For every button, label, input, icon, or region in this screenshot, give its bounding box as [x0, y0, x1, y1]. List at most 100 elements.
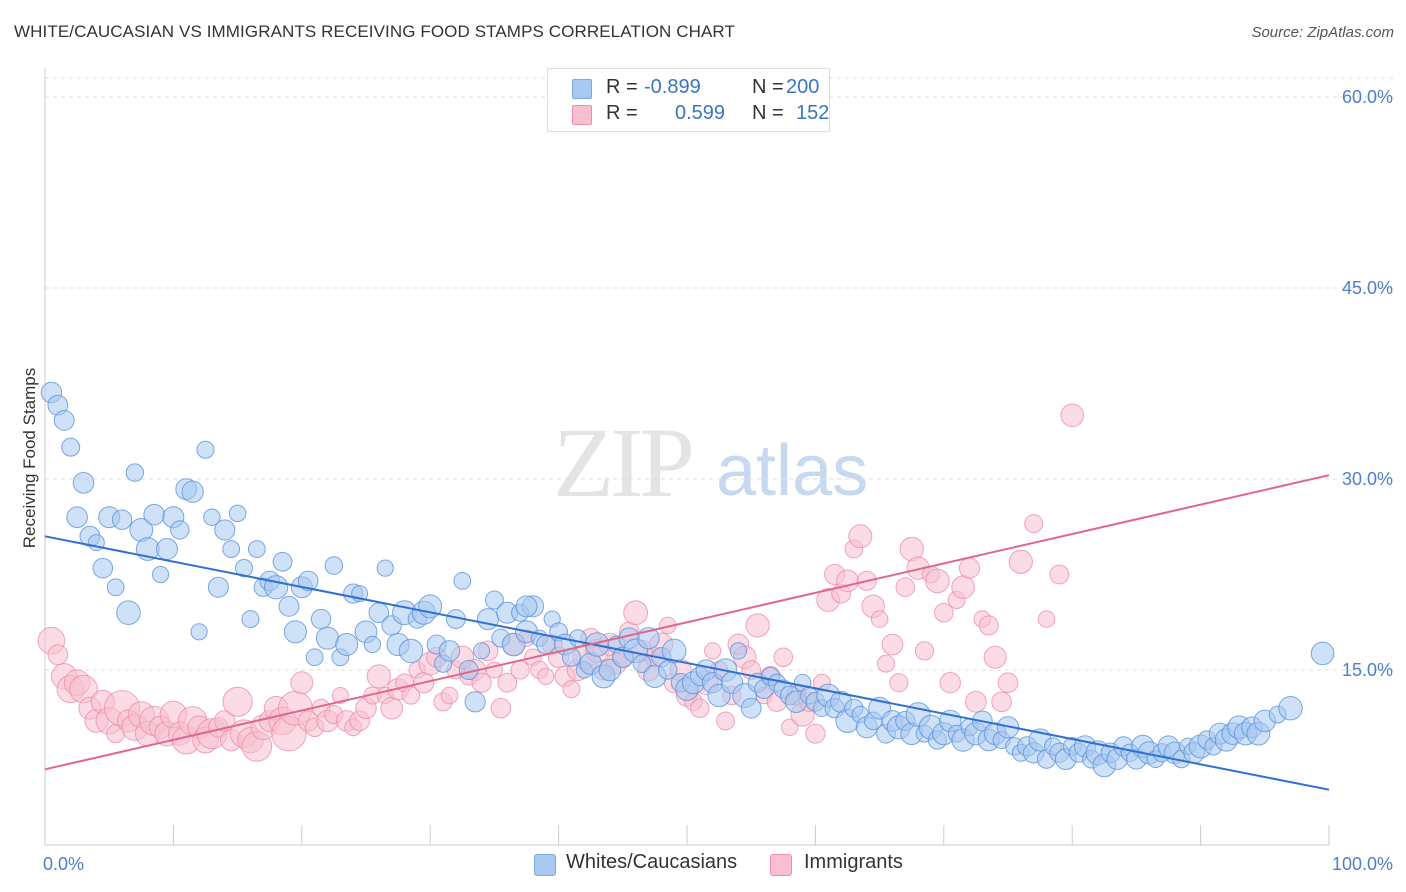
- point-whites: [515, 595, 538, 618]
- legend-n-value: 152: [796, 102, 830, 124]
- point-whites: [305, 648, 324, 667]
- point-whites: [398, 638, 424, 664]
- legend-r-label: R =: [606, 102, 638, 124]
- point-whites: [568, 629, 587, 648]
- point-whites: [1310, 641, 1335, 666]
- point-whites: [661, 638, 687, 664]
- point-immigrants: [925, 568, 950, 594]
- point-immigrants: [1008, 549, 1033, 574]
- point-immigrants: [781, 718, 799, 736]
- y-tick-label: 60.0%: [1342, 87, 1393, 107]
- point-immigrants: [1024, 514, 1044, 534]
- point-immigrants: [1049, 564, 1070, 585]
- point-whites: [151, 565, 170, 584]
- point-whites: [473, 642, 491, 660]
- point-whites: [72, 472, 95, 494]
- point-whites: [92, 557, 114, 579]
- point-whites: [241, 610, 260, 629]
- point-whites: [214, 519, 236, 541]
- point-whites: [376, 559, 394, 577]
- point-whites: [335, 633, 359, 657]
- point-whites: [111, 509, 133, 530]
- point-immigrants: [965, 690, 987, 713]
- point-immigrants: [623, 600, 649, 626]
- point-whites: [66, 506, 88, 529]
- trend-line-whites: [44, 535, 1330, 791]
- point-immigrants: [870, 610, 889, 628]
- chart-title: WHITE/CAUCASIAN VS IMMIGRANTS RECEIVING …: [14, 22, 735, 41]
- point-whites: [155, 538, 178, 561]
- point-whites: [143, 503, 165, 526]
- point-immigrants: [997, 672, 1019, 694]
- point-immigrants: [716, 711, 735, 731]
- trend-line-immigrants: [44, 474, 1330, 771]
- point-immigrants: [745, 613, 770, 638]
- point-whites: [181, 480, 204, 503]
- point-whites: [453, 571, 472, 590]
- y-tick-label: 15.0%: [1342, 660, 1393, 680]
- point-immigrants: [951, 575, 975, 600]
- y-tick-label: 45.0%: [1342, 278, 1393, 298]
- point-immigrants: [380, 696, 403, 720]
- point-immigrants: [1060, 403, 1084, 428]
- source-label: Source: ZipAtlas.com: [1251, 24, 1394, 41]
- point-immigrants: [537, 667, 555, 685]
- legend-row-whites: R = -0.899 N = 200: [572, 76, 819, 102]
- point-whites: [484, 590, 504, 610]
- point-whites: [363, 635, 382, 654]
- correlation-legend: R = -0.899 N = 200 R = 0.599 N = 152: [547, 68, 830, 132]
- point-whites: [476, 608, 499, 631]
- point-immigrants: [471, 672, 492, 693]
- bottom-swatch-whites: [534, 854, 556, 876]
- legend-n-value: 200: [786, 76, 820, 98]
- y-tick-label: 30.0%: [1342, 469, 1393, 489]
- x-tick-label: 0.0%: [43, 854, 84, 874]
- bottom-swatch-immigrants: [770, 854, 792, 876]
- point-immigrants: [690, 698, 710, 719]
- watermark-atlas: atlas: [716, 431, 869, 511]
- point-whites: [324, 556, 344, 575]
- point-immigrants: [836, 569, 859, 593]
- point-immigrants: [562, 680, 581, 699]
- point-whites: [207, 576, 229, 598]
- point-whites: [106, 578, 125, 597]
- point-immigrants: [222, 686, 253, 717]
- point-immigrants: [978, 615, 999, 636]
- point-immigrants: [1037, 610, 1056, 628]
- point-immigrants: [914, 641, 935, 661]
- point-whites: [247, 540, 266, 558]
- point-immigrants: [704, 642, 722, 660]
- point-whites: [61, 437, 81, 457]
- point-whites: [272, 551, 293, 572]
- point-immigrants: [773, 647, 794, 668]
- legend-row-immigrants: R = 0.599 N = 152: [572, 102, 829, 128]
- point-whites: [278, 595, 300, 617]
- point-whites: [125, 463, 145, 482]
- point-whites: [228, 504, 247, 523]
- legend-n-label: N =: [752, 76, 784, 98]
- x-tick-label: 100.0%: [1332, 854, 1393, 874]
- point-immigrants: [895, 577, 916, 598]
- point-immigrants: [848, 524, 873, 549]
- point-immigrants: [47, 644, 69, 666]
- point-whites: [190, 623, 208, 641]
- legend-r-value: 0.599: [675, 102, 726, 124]
- point-immigrants: [881, 633, 904, 656]
- point-whites: [116, 600, 141, 626]
- axes: [44, 68, 1330, 846]
- point-immigrants: [510, 660, 530, 680]
- point-immigrants: [934, 602, 954, 623]
- point-whites: [310, 608, 332, 630]
- point-whites: [203, 508, 221, 526]
- grid-lines: [45, 77, 1393, 671]
- legend-r-label: R =: [606, 76, 638, 98]
- point-whites: [464, 691, 486, 713]
- point-whites: [1278, 696, 1303, 721]
- point-immigrants: [991, 691, 1012, 713]
- legend-swatch-immigrants: [572, 105, 592, 125]
- point-immigrants: [366, 664, 391, 689]
- point-whites: [729, 642, 748, 660]
- data-points: [37, 381, 1335, 778]
- point-immigrants: [805, 723, 826, 744]
